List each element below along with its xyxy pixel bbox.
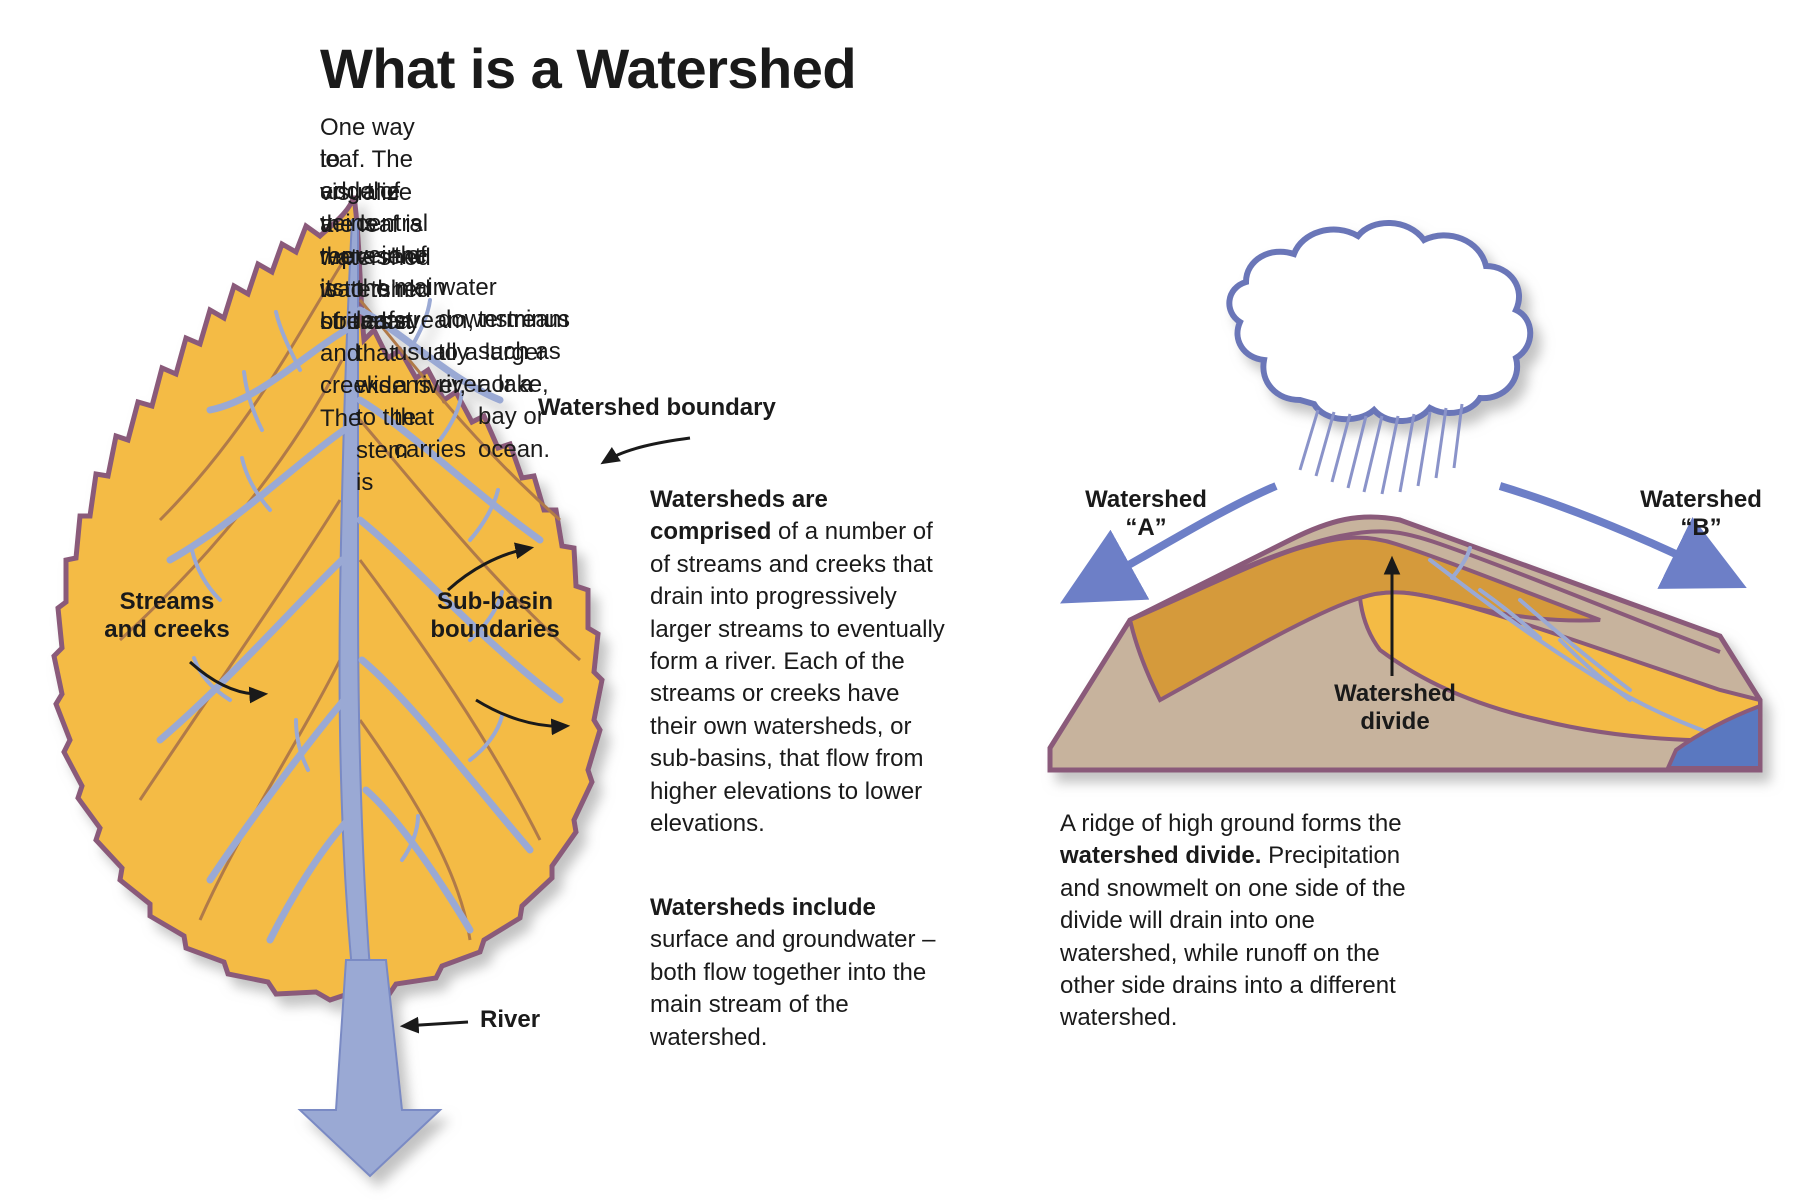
para-include: Watersheds include surface and groundwat… <box>650 892 950 1054</box>
para-comprised: Watersheds are comprised of a number of … <box>650 484 950 840</box>
para-bold: watershed divide. <box>1060 842 1261 869</box>
para-divide: A ridge of high ground forms the watersh… <box>1060 808 1420 1035</box>
label-line: and creeks <box>104 616 229 643</box>
para-post: Precipitation and snowmelt on one side o… <box>1060 842 1406 1031</box>
label-line: boundaries <box>430 616 559 643</box>
label-watershed-divide: Watershed divide <box>1320 680 1470 736</box>
para-lead: Watersheds include <box>650 894 876 921</box>
infographic-stage: What is a Watershed One way to visualize… <box>0 0 1800 1200</box>
label-line: divide <box>1360 708 1429 735</box>
para-pre: A ridge of high ground forms the <box>1060 810 1402 837</box>
label-line: Streams <box>120 588 215 615</box>
label-sub-basin: Sub-basin boundaries <box>410 588 580 644</box>
label-line: Watershed <box>1334 680 1456 707</box>
para-rest: of a number of of streams and creeks tha… <box>650 518 945 837</box>
label-line: “A” <box>1125 514 1166 541</box>
label-line: Watershed <box>1085 486 1207 513</box>
page-title: What is a Watershed <box>320 36 856 101</box>
cloud <box>1229 223 1530 421</box>
label-streams-creeks: Streams and creeks <box>92 588 242 644</box>
label-line: “B” <box>1680 514 1721 541</box>
label-line: Watershed <box>1640 486 1762 513</box>
intro-line: terminus such as a lake, bay or ocean. <box>478 304 570 466</box>
para-rest: surface and groundwater – both flow toge… <box>650 926 936 1050</box>
label-river: River <box>480 1006 540 1034</box>
label-watershed-a: Watershed “A” <box>1076 486 1216 542</box>
label-line: Sub-basin <box>437 588 553 615</box>
label-watershed-b: Watershed “B” <box>1626 486 1776 542</box>
label-watershed-boundary: Watershed boundary <box>538 394 776 422</box>
rain <box>1300 404 1462 494</box>
